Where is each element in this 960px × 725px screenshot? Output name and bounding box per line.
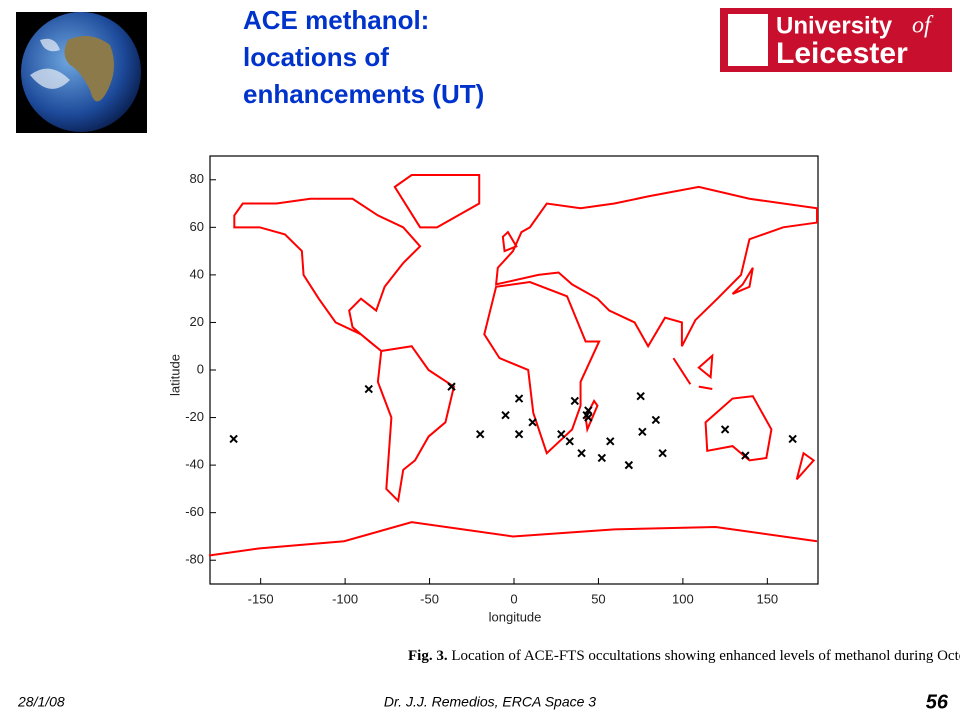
point <box>570 396 580 406</box>
point <box>514 394 524 403</box>
title-line: locations of <box>243 42 389 72</box>
point <box>741 451 750 460</box>
x-tick-label: -50 <box>420 591 439 606</box>
point <box>606 437 615 446</box>
y-tick-label: -60 <box>185 504 204 519</box>
logo-text: University <box>776 12 893 39</box>
footer-author: Dr. J.J. Remedios, ERCA Space 3 <box>384 694 596 710</box>
point <box>624 460 634 470</box>
caption-label: Fig. 3. <box>408 648 448 664</box>
y-tick-label: 60 <box>190 219 204 234</box>
point <box>577 449 586 458</box>
y-tick-label: -80 <box>185 552 204 567</box>
y-tick-label: 0 <box>197 361 204 376</box>
globe-cloud <box>30 38 70 89</box>
logo-crest <box>728 14 768 66</box>
footer-date: 28/1/08 <box>17 694 65 710</box>
point <box>528 418 537 427</box>
point <box>447 382 456 391</box>
logo-text: Leicester <box>776 37 908 70</box>
point <box>229 434 238 444</box>
point <box>476 429 485 439</box>
x-tick-label: -100 <box>332 591 358 606</box>
y-axis-label: latitude <box>167 354 182 396</box>
point <box>501 410 510 420</box>
x-tick-label: -150 <box>248 591 274 606</box>
point <box>557 429 566 439</box>
point <box>584 413 593 422</box>
title-line: ACE methanol: <box>243 5 429 35</box>
point <box>788 434 797 444</box>
slide-title: ACE methanol: locations of enhancements (U… <box>243 5 484 109</box>
point <box>514 429 524 439</box>
globe-land <box>64 36 114 102</box>
logo-text: of <box>912 13 934 39</box>
point <box>597 453 607 463</box>
point <box>584 406 593 415</box>
y-tick-label: -20 <box>185 409 204 424</box>
x-tick-label: 0 <box>510 591 517 606</box>
point <box>720 425 730 434</box>
title-line: enhancements (UT) <box>243 79 484 109</box>
y-tick-label: 20 <box>190 314 204 329</box>
x-axis-label: longitude <box>489 609 542 624</box>
point <box>565 437 574 446</box>
caption: Fig. 3. Location of ACE-FTS occultations… <box>408 648 960 664</box>
plot-frame <box>209 155 819 585</box>
caption-text: Location of ACE-FTS occultations showing… <box>451 648 960 664</box>
point <box>364 384 373 394</box>
page-number: 56 <box>926 691 949 713</box>
y-tick-label: -40 <box>185 457 204 472</box>
point <box>658 449 667 458</box>
y-tick-label: 40 <box>190 266 204 281</box>
x-tick-label: 100 <box>672 591 694 606</box>
point <box>636 391 645 401</box>
coastlines <box>209 175 817 555</box>
x-tick-label: 50 <box>591 591 605 606</box>
x-tick-label: 150 <box>756 591 778 606</box>
point <box>638 427 647 437</box>
y-tick-label: 80 <box>190 171 204 186</box>
point <box>651 415 661 425</box>
